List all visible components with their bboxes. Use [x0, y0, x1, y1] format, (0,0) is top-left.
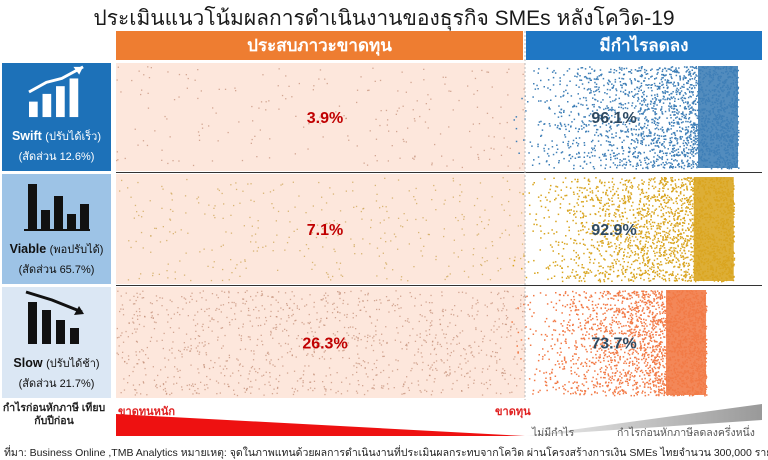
profit-value-label-swift: 96.1%: [591, 110, 636, 127]
label-heavy-loss: ขาดทุนหนัก: [118, 406, 176, 418]
group-slow-share: (สัดส่วน 21.7%): [18, 378, 95, 390]
group-viable-share: (สัดส่วน 65.7%): [18, 264, 95, 276]
axis-label-profit-vs-last-year: กำไรก่อนหักภาษี เทียบกับปีก่อน: [2, 402, 106, 427]
group-viable-name: Viable (พอปรับได้): [9, 242, 104, 256]
label-loss: ขาดทุน: [495, 406, 531, 418]
label-no-profit: ไม่มีกำไร: [532, 427, 575, 439]
group-slow-panel: Slow (ปรับได้ช้า) (สัดส่วน 21.7%): [2, 287, 111, 398]
source-note: ที่มา: Business Online ,TMB Analytics หม…: [4, 447, 768, 459]
profit-dense-slow: [666, 290, 707, 395]
profit-down-wedge: [526, 404, 762, 436]
group-swift-share: (สัดส่วน 12.6%): [18, 151, 95, 163]
label-half-profit: กำไรก่อนหักภาษีลดลงครึ่งหนึ่ง: [617, 427, 755, 439]
loss-dots-slow: [116, 290, 527, 397]
group-viable-panel: Viable (พอปรับได้) (สัดส่วน 65.7%): [2, 174, 111, 284]
page-title: ประเมินแนวโน้มผลการดำเนินงานของธุรกิจ SM…: [93, 7, 675, 30]
falling-bar-chart-icon: [25, 290, 84, 344]
mixed-bar-chart-icon: [23, 184, 90, 231]
group-swift-name: Swift (ปรับได้เร็ว): [11, 129, 102, 143]
loss-value-label-swift: 3.9%: [307, 110, 343, 127]
loss-value-label-slow: 26.3%: [302, 336, 347, 353]
header-loss: ประสบภาวะขาดทุน: [116, 31, 523, 60]
loss-value-label-viable: 7.1%: [307, 222, 343, 239]
header-profit-down: มีกำไรลดลง: [526, 31, 762, 60]
group-swift-panel: Swift (ปรับได้เร็ว) (สัดส่วน 12.6%): [2, 63, 111, 171]
profit-value-label-slow: 73.7%: [591, 336, 636, 353]
group-slow-name: Slow (ปรับได้ช้า): [13, 356, 100, 370]
heavy-loss-wedge: [116, 414, 525, 436]
profit-dense-swift: [698, 66, 738, 168]
profit-dense-viable: [693, 177, 734, 281]
loss-area-viable: [116, 174, 525, 284]
profit-value-label-viable: 92.9%: [591, 222, 636, 239]
loss-dots-swift: [116, 66, 525, 169]
rising-bar-chart-icon: [27, 65, 84, 118]
loss-dots-viable: [119, 177, 525, 282]
